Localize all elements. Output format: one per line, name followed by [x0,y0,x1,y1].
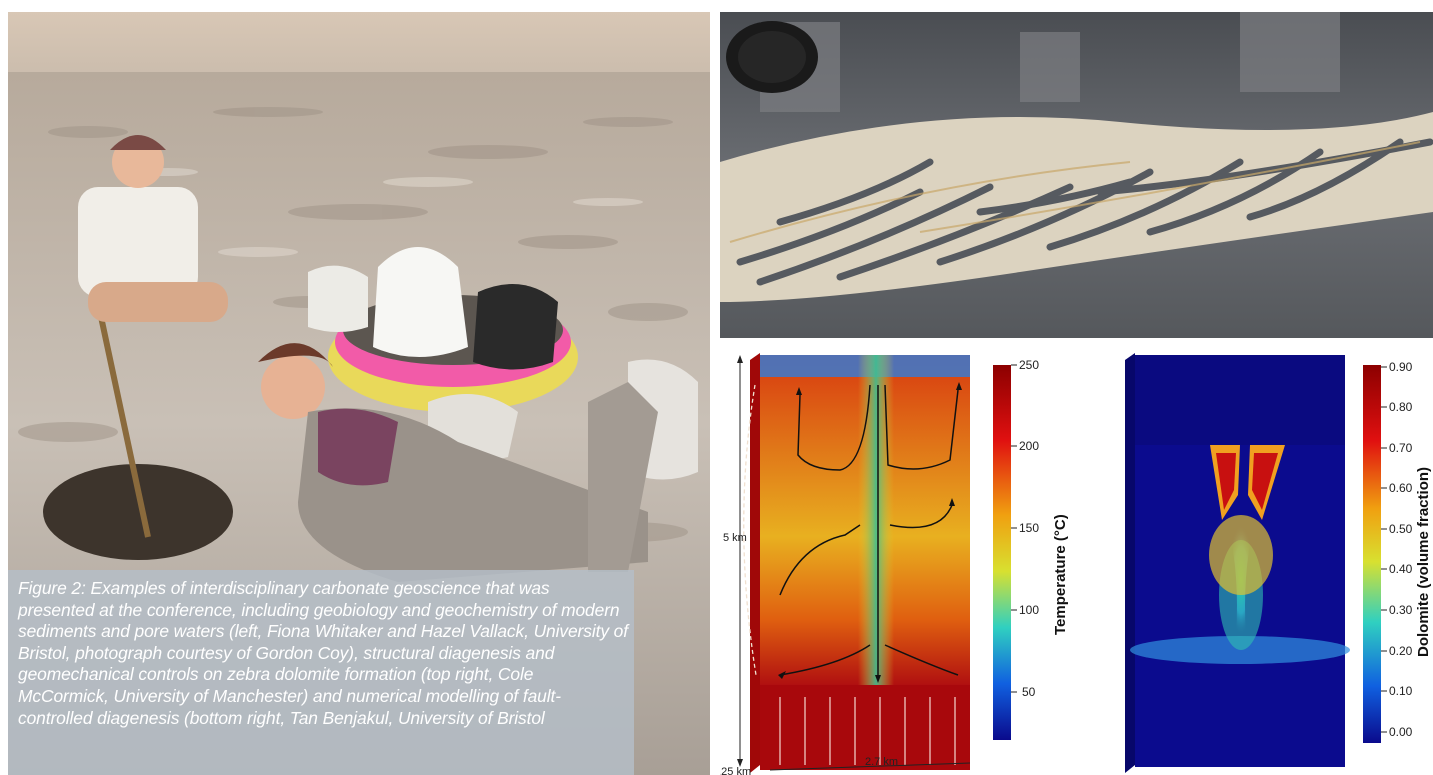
temp-tick-100: 100 [1019,603,1039,617]
depth-label: 5 km [723,532,747,544]
zebra-dolomite-photo [720,12,1433,338]
tidal-flat-scene [8,12,710,775]
dol-tick-070: 0.70 [1389,441,1413,455]
temperature-model-figure: 5 km 2.7 km 1.25 km 250 200 150 100 50 T… [720,353,1069,775]
thickness-label: 1.25 km [720,766,751,775]
temperature-colorbar-title: Temperature (°C) [1052,514,1069,635]
temp-tick-200: 200 [1019,439,1039,453]
dol-tick-020: 0.20 [1389,644,1413,658]
dolomite-model-figure: 0.90 0.80 0.70 0.60 0.50 0.40 0.30 0.20 … [1125,353,1432,773]
temp-tick-150: 150 [1019,521,1039,535]
dol-tick-000: 0.00 [1389,725,1413,739]
temp-tick-250: 250 [1019,358,1039,372]
dol-tick-010: 0.10 [1389,684,1413,698]
fault-zone [858,355,894,685]
width-label: 2.7 km [865,756,898,768]
dol-tick-060: 0.60 [1389,481,1413,495]
figure-caption: Figure 2: Examples of interdisciplinary … [18,578,628,728]
temp-tick-50: 50 [1022,685,1036,699]
flow-streamlines [779,384,959,676]
basal-dolomite-layer [1130,636,1350,664]
dolomite-colorbar-title: Dolomite (volume fraction) [1415,467,1432,657]
dolomite-colorbar [1363,365,1381,743]
dol-tick-090: 0.90 [1389,360,1413,374]
zebra-dolomite-rock [720,12,1433,338]
dol-tick-080: 0.80 [1389,400,1413,414]
model-side-face [750,353,760,773]
dol-tick-030: 0.30 [1389,603,1413,617]
dol-tick-040: 0.40 [1389,562,1413,576]
dol-tick-050: 0.50 [1389,522,1413,536]
caption-background [8,570,634,775]
heat-flux-arrows [779,697,956,765]
field-photo-left [8,12,710,775]
temperature-colorbar [993,365,1011,740]
basement-layer [760,685,970,770]
